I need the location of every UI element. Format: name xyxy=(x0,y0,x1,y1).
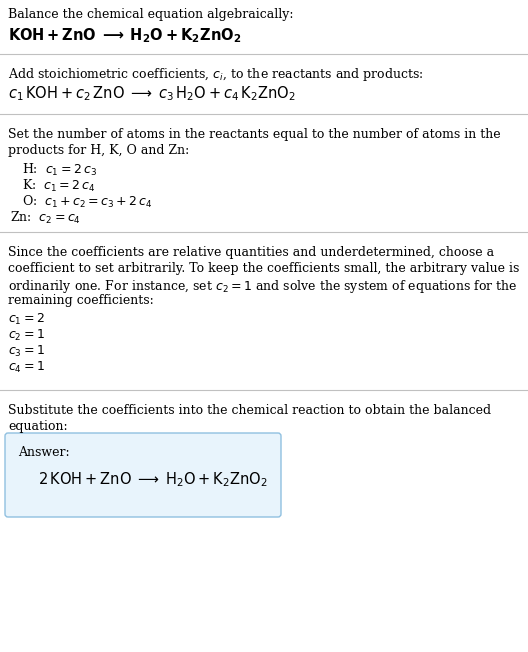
Text: $2\,\mathrm{KOH} + \mathrm{ZnO} \;\longrightarrow\; \mathrm{H_2O} + \mathrm{K_2Z: $2\,\mathrm{KOH} + \mathrm{ZnO} \;\longr… xyxy=(38,470,268,489)
Text: Set the number of atoms in the reactants equal to the number of atoms in the: Set the number of atoms in the reactants… xyxy=(8,128,501,141)
Text: $c_1\,\mathrm{KOH} + c_2\,\mathrm{ZnO} \;\longrightarrow\; c_3\,\mathrm{H_2O} + : $c_1\,\mathrm{KOH} + c_2\,\mathrm{ZnO} \… xyxy=(8,84,296,103)
Text: Answer:: Answer: xyxy=(18,446,70,459)
Text: Substitute the coefficients into the chemical reaction to obtain the balanced: Substitute the coefficients into the che… xyxy=(8,404,491,417)
Text: H:  $c_1 = 2\,c_3$: H: $c_1 = 2\,c_3$ xyxy=(22,162,97,178)
Text: $c_4 = 1$: $c_4 = 1$ xyxy=(8,360,45,375)
Text: Balance the chemical equation algebraically:: Balance the chemical equation algebraica… xyxy=(8,8,294,21)
Text: K:  $c_1 = 2\,c_4$: K: $c_1 = 2\,c_4$ xyxy=(22,178,96,194)
Text: equation:: equation: xyxy=(8,420,68,433)
FancyBboxPatch shape xyxy=(5,433,281,517)
Text: $\mathbf{KOH + ZnO \;\longrightarrow\; H_2O + K_2ZnO_2}$: $\mathbf{KOH + ZnO \;\longrightarrow\; H… xyxy=(8,26,241,45)
Text: products for H, K, O and Zn:: products for H, K, O and Zn: xyxy=(8,144,189,157)
Text: ordinarily one. For instance, set $c_2 = 1$ and solve the system of equations fo: ordinarily one. For instance, set $c_2 =… xyxy=(8,278,517,295)
Text: Zn:  $c_2 = c_4$: Zn: $c_2 = c_4$ xyxy=(10,210,81,226)
Text: O:  $c_1 + c_2 = c_3 + 2\,c_4$: O: $c_1 + c_2 = c_3 + 2\,c_4$ xyxy=(22,194,153,210)
Text: coefficient to set arbitrarily. To keep the coefficients small, the arbitrary va: coefficient to set arbitrarily. To keep … xyxy=(8,262,520,275)
Text: Since the coefficients are relative quantities and underdetermined, choose a: Since the coefficients are relative quan… xyxy=(8,246,494,259)
Text: $c_3 = 1$: $c_3 = 1$ xyxy=(8,344,45,359)
Text: $c_2 = 1$: $c_2 = 1$ xyxy=(8,328,45,343)
Text: Add stoichiometric coefficients, $c_i$, to the reactants and products:: Add stoichiometric coefficients, $c_i$, … xyxy=(8,66,423,83)
Text: remaining coefficients:: remaining coefficients: xyxy=(8,294,154,307)
Text: $c_1 = 2$: $c_1 = 2$ xyxy=(8,312,45,327)
